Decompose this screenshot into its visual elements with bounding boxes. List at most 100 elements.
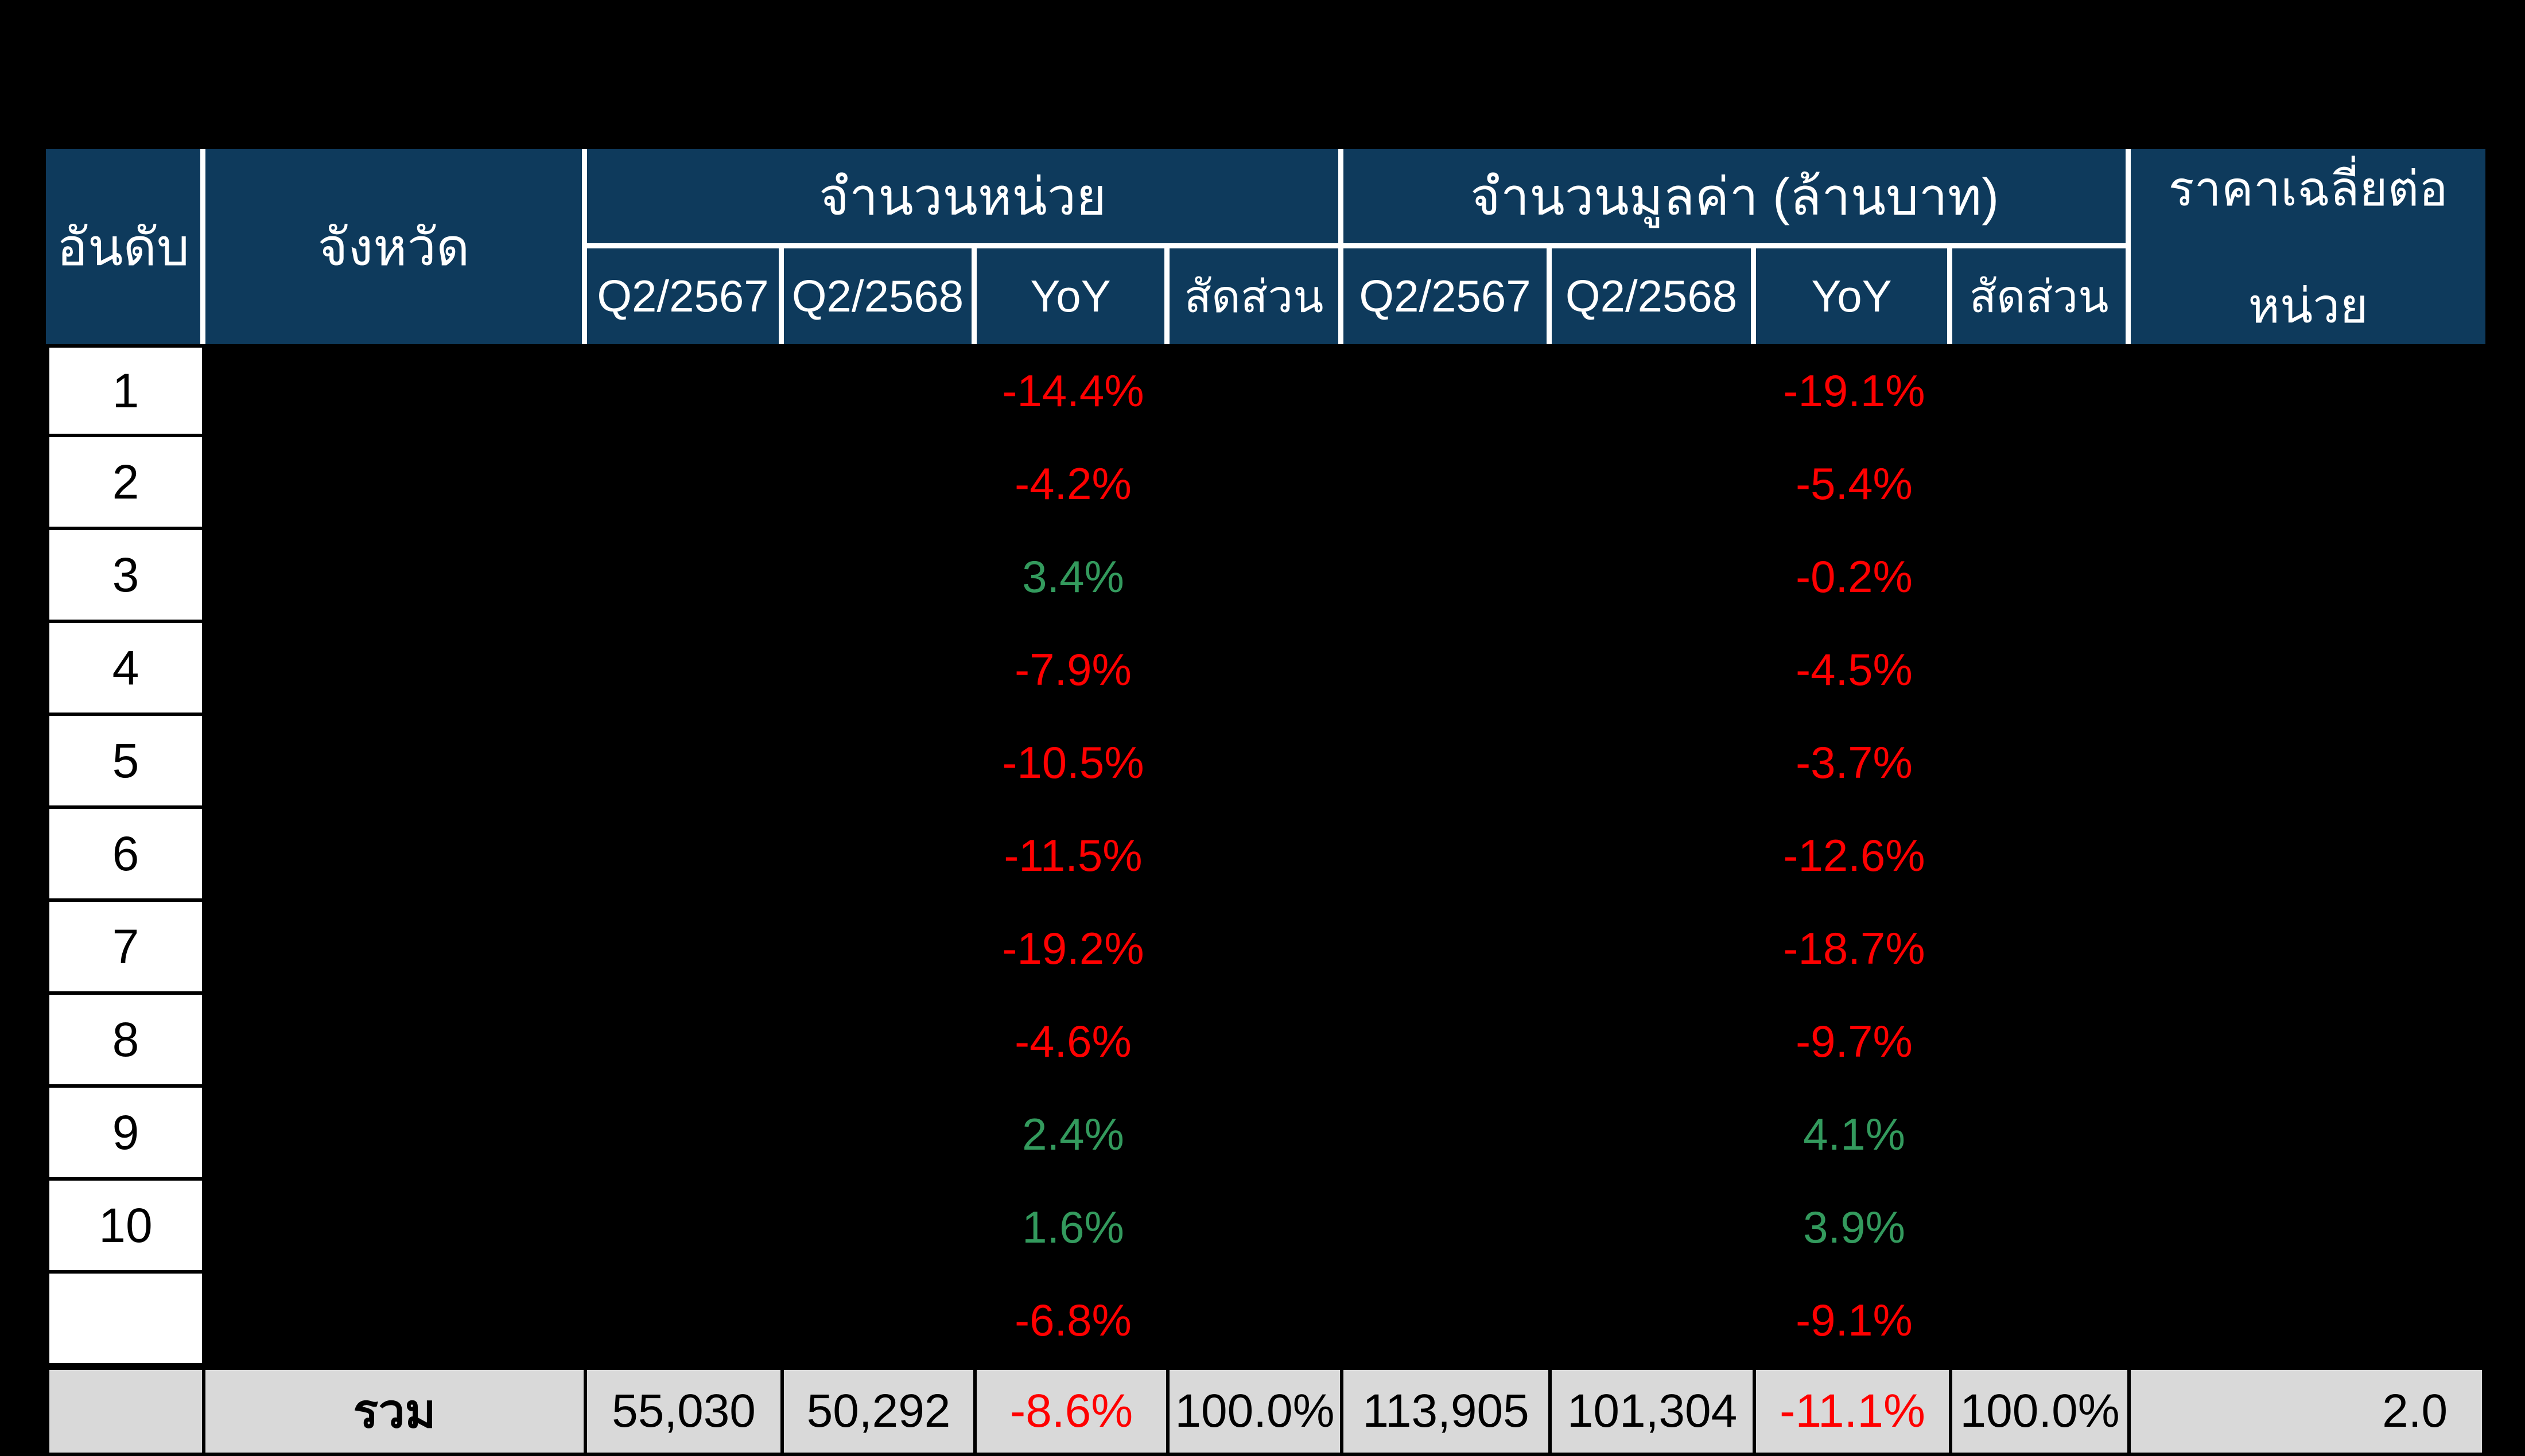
units-q2-2567-cell xyxy=(587,809,784,902)
value-q2-2567-cell xyxy=(1343,530,1552,623)
table-row: 4 -7.9% -4.5% xyxy=(46,623,2485,716)
avg-price-cell xyxy=(2131,1274,2485,1367)
total-row: รวม 55,030 50,292 -8.6% 100.0% 113,905 1… xyxy=(46,1367,2486,1456)
value-q2-2568-cell xyxy=(1552,530,1756,623)
value-q2-2567-cell xyxy=(1343,344,1552,437)
units-q2-2567-cell xyxy=(587,902,784,995)
col-header-avg-price: ราคาเฉลี่ยต่อ หน่วย xyxy=(2131,149,2486,344)
table-row: 10 1.6% 3.9% xyxy=(46,1181,2485,1274)
table-row: 8 -4.6% -9.7% xyxy=(46,995,2485,1088)
total-value-q2-2568: 101,304 xyxy=(1552,1367,1757,1456)
province-cell xyxy=(205,623,587,716)
units-q2-2568-cell xyxy=(784,902,977,995)
units-share-cell xyxy=(1170,995,1343,1088)
rank-cell: 5 xyxy=(46,716,205,809)
table-row: 2 -4.2% -5.4% xyxy=(46,437,2485,530)
units-q2-2568-cell xyxy=(784,995,977,1088)
rank-cell: 9 xyxy=(46,1088,205,1181)
value-share-cell xyxy=(1952,995,2131,1088)
units-q2-2568-cell xyxy=(784,1274,977,1367)
value-q2-2568-cell xyxy=(1552,344,1756,437)
value-q2-2568-cell xyxy=(1552,1181,1756,1274)
units-share-cell xyxy=(1170,344,1343,437)
col-header-value-q2-2567: Q2/2567 xyxy=(1343,248,1552,344)
units-q2-2567-cell xyxy=(587,344,784,437)
rank-cell xyxy=(46,1274,205,1367)
value-q2-2567-cell xyxy=(1343,902,1552,995)
units-q2-2567-cell xyxy=(587,1181,784,1274)
units-yoy-cell: -7.9% xyxy=(1015,644,1132,695)
rank-cell: 2 xyxy=(46,437,205,530)
col-header-units-q2-2568: Q2/2568 xyxy=(784,248,977,344)
province-cell xyxy=(205,437,587,530)
value-share-cell xyxy=(1952,344,2131,437)
units-q2-2568-cell xyxy=(784,623,977,716)
col-header-value-share: สัดส่วน xyxy=(1952,248,2131,344)
province-cell xyxy=(205,1088,587,1181)
value-q2-2568-cell xyxy=(1552,437,1756,530)
total-value-share: 100.0% xyxy=(1952,1367,2131,1456)
avg-price-cell xyxy=(2131,902,2485,995)
total-value-q2-2567: 113,905 xyxy=(1343,1367,1552,1456)
total-avg-price: 2.0 xyxy=(2131,1367,2486,1456)
value-q2-2567-cell xyxy=(1343,995,1552,1088)
rank-cell: 4 xyxy=(46,623,205,716)
units-yoy-cell: -11.5% xyxy=(1004,830,1143,881)
avg-price-cell xyxy=(2131,623,2485,716)
value-share-cell xyxy=(1952,530,2131,623)
units-q2-2567-cell xyxy=(587,623,784,716)
col-header-value-yoy: YoY xyxy=(1756,248,1953,344)
total-label: รวม xyxy=(205,1367,587,1456)
units-share-cell xyxy=(1170,623,1343,716)
province-cell xyxy=(205,902,587,995)
units-yoy-cell: 2.4% xyxy=(1022,1108,1124,1159)
table-row: 9 2.4% 4.1% xyxy=(46,1088,2485,1181)
units-yoy-cell: 1.6% xyxy=(1022,1201,1124,1252)
rank-cell: 7 xyxy=(46,902,205,995)
value-q2-2568-cell xyxy=(1552,623,1756,716)
total-units-share: 100.0% xyxy=(1170,1367,1344,1456)
avg-price-cell xyxy=(2131,530,2485,623)
value-q2-2567-cell xyxy=(1343,716,1552,809)
value-share-cell xyxy=(1952,1181,2131,1274)
table-row: 5 -10.5% -3.7% xyxy=(46,716,2485,809)
col-header-value-q2-2568: Q2/2568 xyxy=(1552,248,1757,344)
col-header-units-share: สัดส่วน xyxy=(1170,248,1344,344)
province-cell xyxy=(205,1181,587,1274)
col-group-units: จำนวนหน่วย xyxy=(587,149,1344,249)
units-q2-2567-cell xyxy=(587,1274,784,1367)
value-yoy-cell: -9.1% xyxy=(1796,1294,1913,1345)
units-share-cell xyxy=(1170,716,1343,809)
rank-cell: 3 xyxy=(46,530,205,623)
avg-price-cell xyxy=(2131,1181,2485,1274)
total-rank-cell xyxy=(46,1367,205,1456)
total-units-q2-2568: 50,292 xyxy=(784,1367,977,1456)
province-cell xyxy=(205,530,587,623)
units-q2-2568-cell xyxy=(784,809,977,902)
units-share-cell xyxy=(1170,809,1343,902)
value-share-cell xyxy=(1952,1274,2131,1367)
units-q2-2567-cell xyxy=(587,530,784,623)
units-q2-2567-cell xyxy=(587,716,784,809)
col-header-province: จังหวัด xyxy=(205,149,587,344)
units-yoy-cell: -19.2% xyxy=(1002,922,1144,974)
value-share-cell xyxy=(1952,437,2131,530)
province-cell xyxy=(205,995,587,1088)
units-q2-2568-cell xyxy=(784,1088,977,1181)
avg-price-header-line1: ราคาเฉลี่ยต่อ xyxy=(2168,162,2448,216)
avg-price-cell xyxy=(2131,1088,2485,1181)
units-q2-2568-cell xyxy=(784,716,977,809)
avg-price-cell xyxy=(2131,344,2485,437)
col-header-units-yoy: YoY xyxy=(977,248,1170,344)
total-units-q2-2567: 55,030 xyxy=(587,1367,784,1456)
value-yoy-cell: 4.1% xyxy=(1803,1108,1905,1159)
value-q2-2567-cell xyxy=(1343,1181,1552,1274)
units-share-cell xyxy=(1170,1274,1343,1367)
total-units-yoy: -8.6% xyxy=(977,1367,1170,1456)
units-yoy-cell: 3.4% xyxy=(1022,551,1124,602)
province-cell xyxy=(205,1274,587,1367)
value-share-cell xyxy=(1952,1088,2131,1181)
value-yoy-cell: -4.5% xyxy=(1796,644,1913,695)
rank-cell: 8 xyxy=(46,995,205,1088)
units-yoy-cell: -4.2% xyxy=(1015,458,1132,509)
